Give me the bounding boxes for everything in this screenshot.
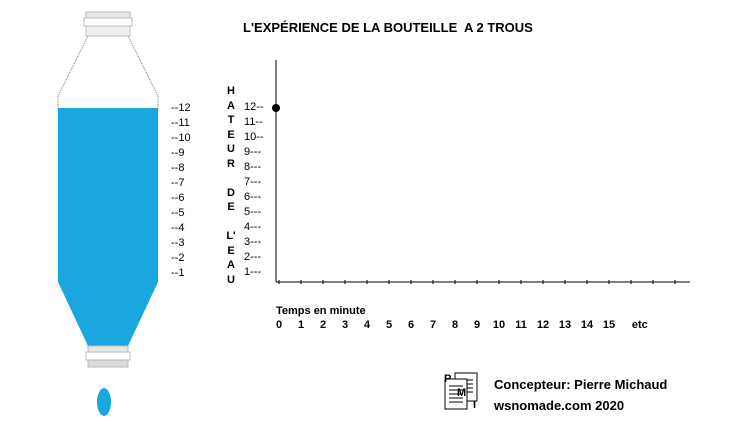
- x-tick-label: 4: [363, 319, 371, 331]
- x-axis-label: Temps en minute: [276, 305, 366, 317]
- logo-letter-p: P: [444, 373, 452, 385]
- bottle-bottom-cap: [85, 345, 131, 368]
- bottle-mark: --4: [171, 222, 185, 234]
- bottle-top-cap: [83, 11, 133, 37]
- x-tick-label: 10: [492, 319, 506, 331]
- x-tick-label: etc: [631, 319, 648, 331]
- bottle-mark: --5: [171, 207, 185, 219]
- x-tick-label: 11: [515, 319, 527, 331]
- vertical-label-letter: A: [227, 99, 235, 112]
- y-tick-label: 10--: [244, 131, 264, 143]
- y-tick-label: 2---: [244, 251, 262, 263]
- designer-credit: Concepteur: Pierre Michaud: [494, 377, 668, 392]
- y-tick-label: 4---: [244, 221, 262, 233]
- bottle-mark: --10: [171, 132, 191, 144]
- x-tick-label: 15: [602, 319, 616, 331]
- x-axis-ticks: [278, 280, 676, 284]
- vertical-label-letter: H: [227, 85, 235, 97]
- x-tick-label: 12: [536, 319, 550, 331]
- water: [58, 108, 158, 346]
- x-tick-label: 14: [580, 319, 594, 331]
- vertical-label-letter: R: [227, 157, 235, 170]
- y-tick-label: 5---: [244, 206, 262, 218]
- x-tick-label: 3: [341, 319, 349, 331]
- y-tick-label: 7---: [244, 176, 262, 188]
- vertical-label-letter: A: [227, 259, 235, 271]
- bottle-mark: --9: [171, 147, 185, 159]
- bottle-illustration: [57, 11, 159, 416]
- y-tick-label: 6---: [244, 191, 262, 203]
- y-tick-label: 1---: [244, 266, 262, 278]
- logo-letter-m: M: [457, 387, 467, 399]
- x-tick-label: 0: [275, 319, 283, 331]
- x-tick-label: 7: [429, 319, 437, 331]
- vertical-label-letter: E: [227, 201, 235, 213]
- vertical-label-letter: U: [227, 143, 235, 155]
- bottle-mark: --8: [171, 162, 185, 174]
- bottle-mark: --7: [171, 177, 185, 189]
- bottle-mark: --12: [171, 102, 191, 114]
- y-tick-label: 11--: [244, 116, 263, 128]
- x-tick-label: 2: [319, 319, 327, 331]
- water-drop: [97, 388, 111, 416]
- bottle-mark: --11: [171, 117, 190, 129]
- x-tick-label: 9: [473, 319, 481, 331]
- vertical-label-letter: E: [227, 244, 235, 257]
- y-tick-label: 3---: [244, 236, 262, 248]
- bottle-mark: --1: [171, 267, 185, 279]
- site-credit: wsnomade.com 2020: [494, 398, 625, 413]
- vertical-label-letter: U: [227, 273, 235, 286]
- vertical-label-letter: T: [227, 114, 235, 126]
- bottle-mark: --6: [171, 192, 185, 204]
- x-tick-label: 13: [558, 319, 572, 331]
- page-title: L'EXPÉRIENCE DE LA BOUTEILLE A 2 TROUS: [243, 20, 533, 35]
- pmi-logo: P M I: [441, 371, 487, 413]
- vertical-label-letter: D: [227, 186, 235, 199]
- x-tick-label: 8: [451, 319, 459, 331]
- y-tick-label: 8---: [244, 161, 262, 173]
- y-tick-label: 12--: [244, 101, 264, 113]
- data-point: [272, 104, 280, 112]
- vertical-label-letter: E: [227, 128, 235, 141]
- x-tick-label: 6: [407, 319, 415, 331]
- data-points: [272, 104, 280, 112]
- bottle-mark: --2: [171, 252, 185, 264]
- document-stack-icon: [444, 372, 478, 410]
- bottle-mark: --3: [171, 237, 185, 249]
- y-tick-label: 9---: [244, 146, 262, 158]
- x-tick-label: 5: [385, 319, 393, 331]
- logo-letter-i: I: [473, 399, 477, 411]
- x-tick-label: 1: [297, 319, 305, 331]
- bottle-outline: [57, 35, 159, 110]
- vertical-label-letter: L': [226, 230, 236, 242]
